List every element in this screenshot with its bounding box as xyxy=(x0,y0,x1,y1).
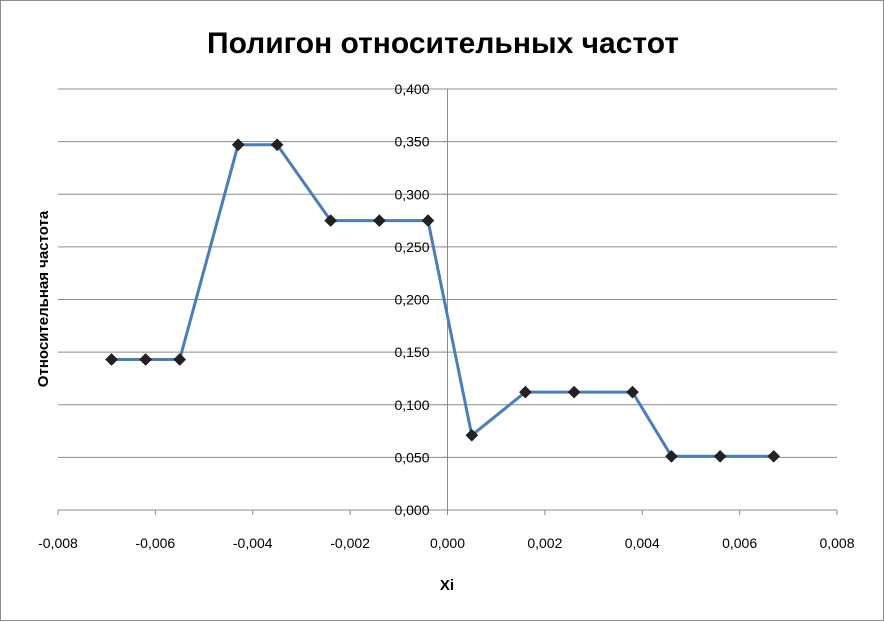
x-tick-label: 0,000 xyxy=(430,535,465,551)
tick-labels: 0,000 0,050 0,100 0,150 0,200 0,250 0,300 0,350… xyxy=(38,81,855,551)
data-point-marker xyxy=(665,449,678,463)
y-tick-label: 0,250 xyxy=(394,239,429,255)
data-point-marker xyxy=(519,385,532,399)
y-tick-label: 0,050 xyxy=(394,449,429,465)
data-point-marker xyxy=(105,353,118,366)
data-point-marker xyxy=(231,138,245,152)
x-tick-label: -0,002 xyxy=(330,535,370,551)
data-point-marker xyxy=(421,214,435,227)
data-point-marker xyxy=(324,214,338,227)
x-tick-label: 0,004 xyxy=(625,535,660,551)
data-point-marker xyxy=(173,353,187,366)
x-tick-label: 0,002 xyxy=(527,535,562,551)
y-tick-label: 0,150 xyxy=(394,344,429,360)
series-layer xyxy=(105,138,781,463)
data-point-marker xyxy=(465,428,479,442)
x-tick-label: -0,004 xyxy=(233,535,273,551)
data-point-marker xyxy=(372,214,386,227)
x-tick-label: -0,008 xyxy=(38,535,78,551)
data-point-marker xyxy=(767,449,781,463)
y-axis-title: Относительная частота xyxy=(35,210,52,387)
x-tick-label: 0,008 xyxy=(819,535,854,551)
data-point-marker xyxy=(139,353,152,366)
x-tick-label: -0,006 xyxy=(136,535,176,551)
y-tick-label: 0,100 xyxy=(394,397,429,413)
y-tick-label: 0,000 xyxy=(394,502,429,518)
x-axis-title: Xi xyxy=(440,577,454,594)
y-tick-label: 0,400 xyxy=(394,81,429,97)
chart-title: Полигон относительных частот xyxy=(207,27,679,60)
y-tick-label: 0,300 xyxy=(394,186,429,202)
y-tick-label: 0,350 xyxy=(394,134,429,150)
data-point-marker xyxy=(713,449,727,463)
series-line xyxy=(111,143,774,458)
data-point-marker xyxy=(567,385,581,399)
data-point-marker xyxy=(270,138,284,152)
x-tick-label: 0,006 xyxy=(722,535,757,551)
data-point-marker xyxy=(626,385,639,399)
y-tick-label: 0,200 xyxy=(394,292,429,308)
